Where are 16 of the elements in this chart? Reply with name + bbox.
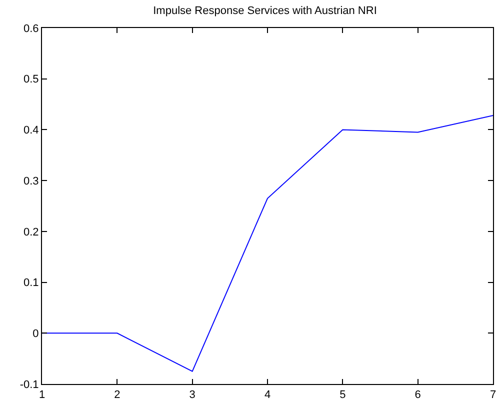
x-tick-label: 4 xyxy=(264,389,271,402)
x-tick-label: 7 xyxy=(490,389,496,402)
y-tick-label: 0.6 xyxy=(24,22,39,35)
x-tick-label: 2 xyxy=(114,389,120,402)
x-tick-label: 1 xyxy=(38,389,46,402)
y-tick-label: 0.2 xyxy=(24,226,39,238)
x-tick-label: 5 xyxy=(340,389,346,402)
chart-title: Impulse Response Services with Austrian NRI xyxy=(153,4,377,17)
y-tick-label: 0.1 xyxy=(24,277,39,290)
x-tick-label: 6 xyxy=(414,389,421,402)
y-tick-label: -0.1 xyxy=(20,378,39,391)
y-tick-label: 0.5 xyxy=(24,74,39,86)
y-tick-label: 0.3 xyxy=(24,175,39,188)
x-tick-label: 3 xyxy=(189,389,196,402)
y-tick-label: 0 xyxy=(32,328,39,340)
y-tick-label: 0.4 xyxy=(24,124,39,137)
